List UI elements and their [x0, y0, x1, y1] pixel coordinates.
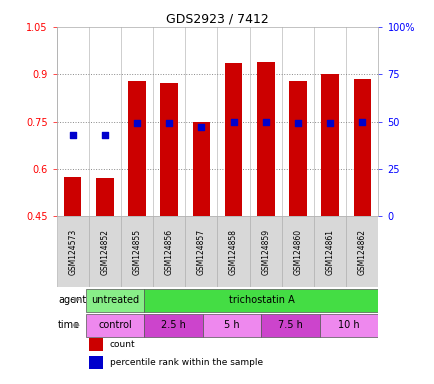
Text: GSM124858: GSM124858	[229, 229, 237, 275]
Bar	[249, 216, 281, 287]
Bar	[313, 216, 345, 287]
Bar	[144, 288, 378, 312]
Bar	[185, 216, 217, 287]
Text: GSM124855: GSM124855	[132, 229, 141, 275]
Bar	[319, 314, 378, 338]
Bar	[224, 63, 242, 216]
Text: untreated: untreated	[91, 295, 139, 305]
Point	[197, 124, 204, 130]
Bar	[89, 216, 121, 287]
Title: GDS2923 / 7412: GDS2923 / 7412	[166, 13, 268, 26]
Point	[133, 121, 140, 127]
Text: GSM124862: GSM124862	[357, 229, 366, 275]
Bar	[353, 79, 370, 216]
Point	[165, 121, 172, 127]
Bar	[121, 216, 153, 287]
Bar	[96, 179, 113, 216]
Point	[358, 119, 365, 125]
Text: GSM124573: GSM124573	[68, 228, 77, 275]
Text: 2.5 h: 2.5 h	[161, 320, 186, 330]
Bar	[56, 216, 89, 287]
Point	[262, 119, 269, 125]
Text: GSM124860: GSM124860	[293, 229, 302, 275]
Bar	[85, 314, 144, 338]
Bar	[261, 314, 319, 338]
Text: count: count	[109, 340, 135, 349]
Text: percentile rank within the sample: percentile rank within the sample	[109, 358, 262, 367]
Bar	[144, 314, 202, 338]
Bar	[89, 338, 103, 351]
Text: 5 h: 5 h	[224, 320, 240, 330]
Text: agent: agent	[58, 295, 86, 305]
Text: GSM124856: GSM124856	[164, 229, 173, 275]
Text: 7.5 h: 7.5 h	[278, 320, 302, 330]
Bar	[217, 216, 249, 287]
Bar	[153, 216, 185, 287]
Bar	[321, 74, 338, 216]
Bar	[202, 314, 261, 338]
Text: trichostatin A: trichostatin A	[228, 295, 293, 305]
Bar	[64, 177, 81, 216]
Bar	[289, 81, 306, 216]
Bar	[192, 122, 210, 216]
Bar	[256, 62, 274, 216]
Bar	[128, 81, 145, 216]
Text: GSM124857: GSM124857	[197, 229, 205, 275]
Bar	[281, 216, 313, 287]
Text: GSM124861: GSM124861	[325, 229, 334, 275]
Text: GSM124852: GSM124852	[100, 229, 109, 275]
Text: time: time	[58, 320, 80, 330]
Point	[230, 119, 237, 125]
Text: 10 h: 10 h	[338, 320, 359, 330]
Bar	[345, 216, 378, 287]
Point	[69, 132, 76, 138]
Point	[101, 132, 108, 138]
Bar	[89, 356, 103, 369]
Point	[294, 121, 301, 127]
Text: control: control	[98, 320, 132, 330]
Bar	[160, 83, 178, 216]
Point	[326, 121, 333, 127]
Bar	[85, 288, 144, 312]
Text: GSM124859: GSM124859	[261, 229, 270, 275]
